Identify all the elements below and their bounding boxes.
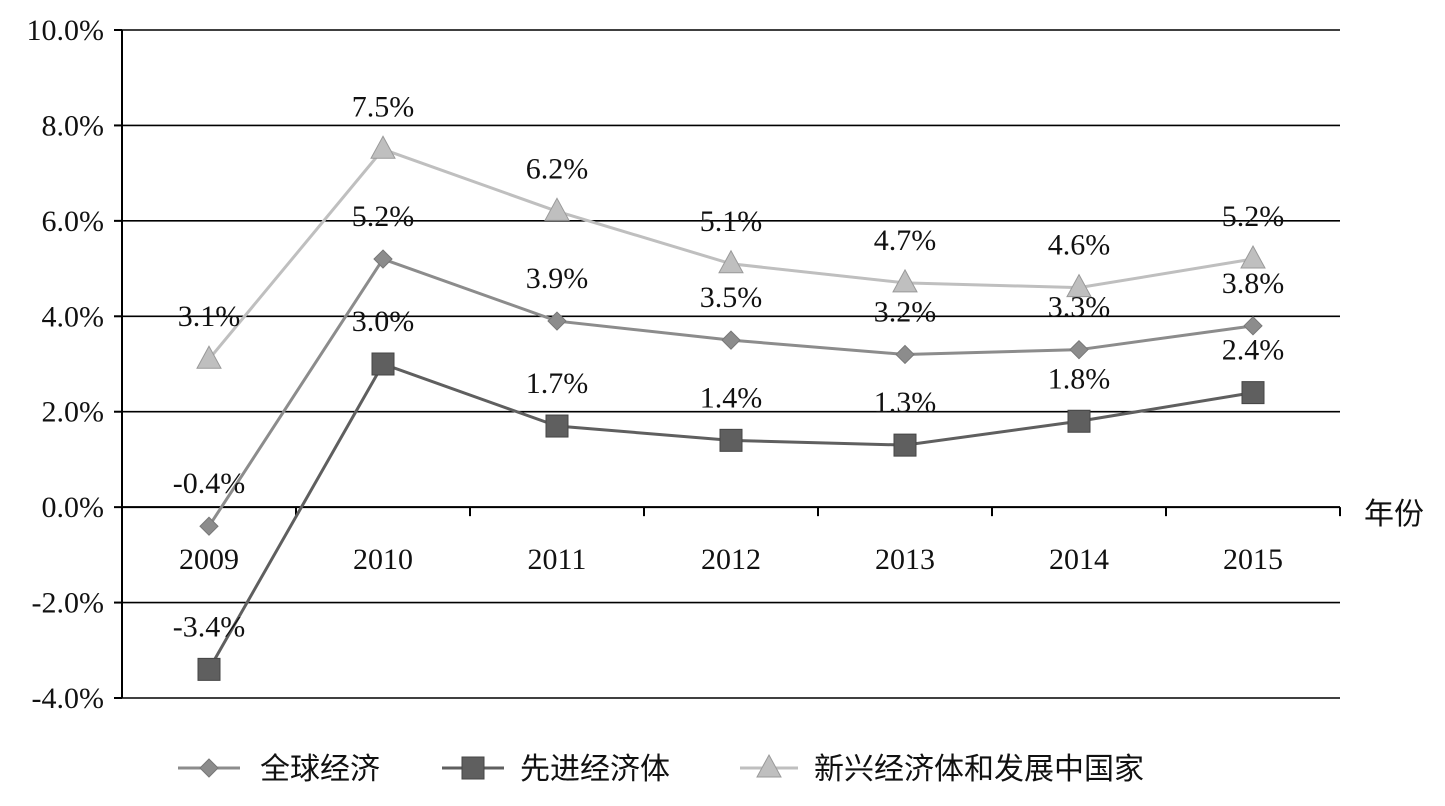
series-point (718, 249, 744, 274)
data-label: 7.5% (352, 90, 415, 123)
series-point (892, 268, 918, 293)
data-label: 5.1% (700, 205, 763, 238)
data-label: 2.4% (1222, 334, 1285, 367)
y-tick-label: 0.0% (42, 491, 105, 524)
series-layer (196, 135, 1266, 681)
series-point (371, 352, 395, 376)
series-point (197, 657, 221, 681)
legend-label: 先进经济体 (520, 752, 670, 787)
series-point (1241, 381, 1265, 405)
y-tick-label: 2.0% (42, 396, 105, 429)
series-point (199, 516, 219, 536)
y-tick-label: -2.0% (32, 587, 104, 620)
grid-layer (122, 29, 1340, 699)
series-point (1066, 273, 1092, 298)
x-tick-label: 2014 (1049, 543, 1109, 576)
axis-layer: 10.0% 8.0% 6.0% 4.0% 2.0% 0.0% -2.0% -4.0% 2009 2… (27, 14, 1425, 715)
data-label: 3.5% (700, 281, 763, 314)
data-label: -3.4% (173, 610, 245, 643)
y-tick-label: 10.0% (27, 14, 105, 47)
data-label: 5.2% (1222, 200, 1285, 233)
x-tick-label: 2010 (353, 543, 413, 576)
series-point (893, 433, 917, 457)
data-label: 3.0% (352, 305, 415, 338)
data-label: 1.8% (1048, 362, 1111, 395)
data-label: 1.7% (526, 367, 589, 400)
series-point (721, 330, 741, 350)
series-point (544, 197, 570, 221)
data-label: 3.3% (1048, 291, 1111, 324)
x-tick-label: 2009 (179, 543, 239, 576)
data-label: 3.9% (526, 262, 589, 295)
legend-marker (461, 756, 485, 780)
data-label: 1.4% (700, 381, 763, 414)
legend-label: 全球经济 (260, 752, 380, 787)
series-point (719, 428, 743, 452)
data-label: 1.3% (874, 386, 937, 419)
data-label: 5.2% (352, 200, 415, 233)
x-tick-label: 2012 (701, 543, 761, 576)
data-label: 3.1% (178, 300, 241, 333)
legend-marker (756, 753, 782, 778)
data-label: 4.7% (874, 224, 937, 257)
legend-label: 新兴经济体和发展中国家 (814, 752, 1144, 787)
data-label-layer: -0.4% 5.2% 3.9% 3.5% 3.2% 3.3% 3.8% -3.4% 3.0% 1.… (173, 90, 1284, 643)
legend: 全球经济 先进经济体 新兴经济体和发展中国家 (178, 752, 1144, 787)
data-label: 4.6% (1048, 229, 1111, 262)
data-label: 3.8% (1222, 267, 1285, 300)
data-label: -0.4% (173, 467, 245, 500)
data-label: 6.2% (526, 152, 589, 185)
series-point (895, 344, 915, 365)
x-tick-label: 2013 (875, 543, 935, 576)
series-point (196, 345, 222, 369)
data-label: 3.2% (874, 295, 937, 328)
series-point (1243, 316, 1263, 336)
series-point (373, 249, 393, 269)
y-tick-label: 4.0% (42, 300, 105, 333)
y-tick-label: 6.0% (42, 205, 105, 238)
y-tick-label: 8.0% (42, 109, 105, 142)
series-point (1067, 409, 1091, 433)
x-tick-label: 2015 (1223, 543, 1283, 576)
x-axis-title: 年份 (1364, 497, 1424, 532)
legend-marker (199, 758, 219, 778)
series-point (370, 135, 396, 159)
series-point (547, 311, 567, 331)
series-point (545, 414, 569, 438)
series-point (1069, 339, 1089, 360)
x-tick-label: 2011 (528, 543, 587, 576)
y-tick-label: -4.0% (32, 682, 104, 715)
series-point (1240, 244, 1266, 269)
